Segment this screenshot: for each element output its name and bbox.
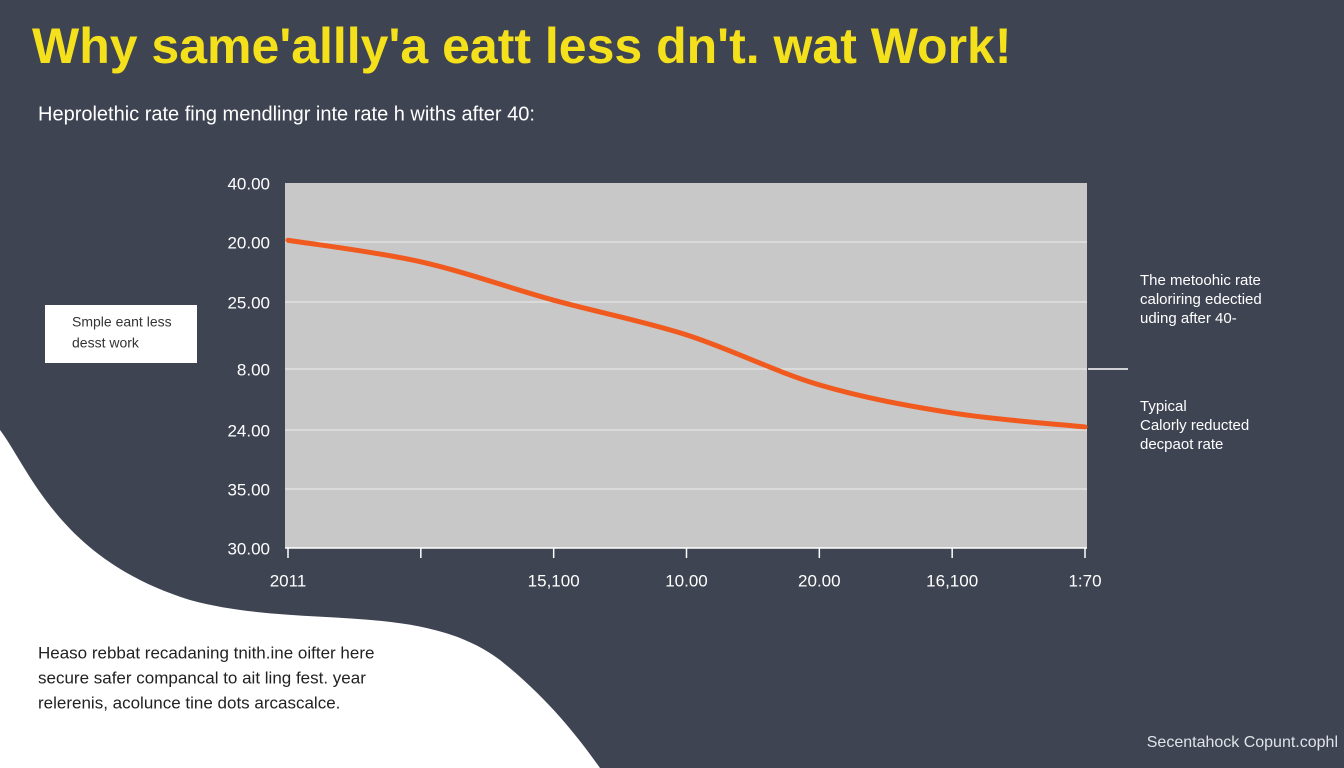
paragraph-line: secure safer compancal to ait ling fest.… <box>38 668 366 687</box>
right-note-line: The metoohic rate <box>1140 272 1261 289</box>
x-tick-label: 20.00 <box>798 571 841 590</box>
y-tick-label: 40.00 <box>227 174 270 193</box>
footer: Secentahock Copunt.cophl <box>1147 734 1338 751</box>
y-tick-label: 20.00 <box>227 233 270 252</box>
plot-area <box>285 183 1087 548</box>
right-note-line: Calorly reducted <box>1140 417 1249 434</box>
x-tick-label: 16,100 <box>926 571 978 590</box>
note-box <box>45 305 197 363</box>
title: Why same'allly'a eatt less dn't. wat Wor… <box>32 18 1012 74</box>
paragraph-line: relerenis, acolunce tine dots arcascalce… <box>38 693 340 712</box>
white-wave <box>0 430 600 768</box>
y-tick-label: 25.00 <box>227 293 270 312</box>
x-tick-label: 15,100 <box>528 571 580 590</box>
x-tick-label: 1:70 <box>1068 571 1101 590</box>
y-tick-label: 30.00 <box>227 539 270 558</box>
subtitle: Heprolethic rate fing mendlingr inte rat… <box>38 103 535 125</box>
paragraph-line: Heaso rebbat recadaning tnith.ine oifter… <box>38 643 374 662</box>
right-note-line: decpaot rate <box>1140 436 1223 453</box>
box-note-line: desst work <box>72 335 140 351</box>
y-tick-label: 35.00 <box>227 480 270 499</box>
box-note-line: Smple eant less <box>72 314 172 330</box>
y-tick-label: 24.00 <box>227 421 270 440</box>
right-note-line: uding after 40- <box>1140 310 1237 327</box>
right-note-line: Typical <box>1140 398 1187 415</box>
right-note-line: caloriring edectied <box>1140 291 1262 308</box>
data-line <box>285 237 1088 430</box>
y-tick-label: 8.00 <box>237 360 270 379</box>
x-tick-label: 10.00 <box>665 571 708 590</box>
x-tick-label: 2011 <box>270 571 307 590</box>
